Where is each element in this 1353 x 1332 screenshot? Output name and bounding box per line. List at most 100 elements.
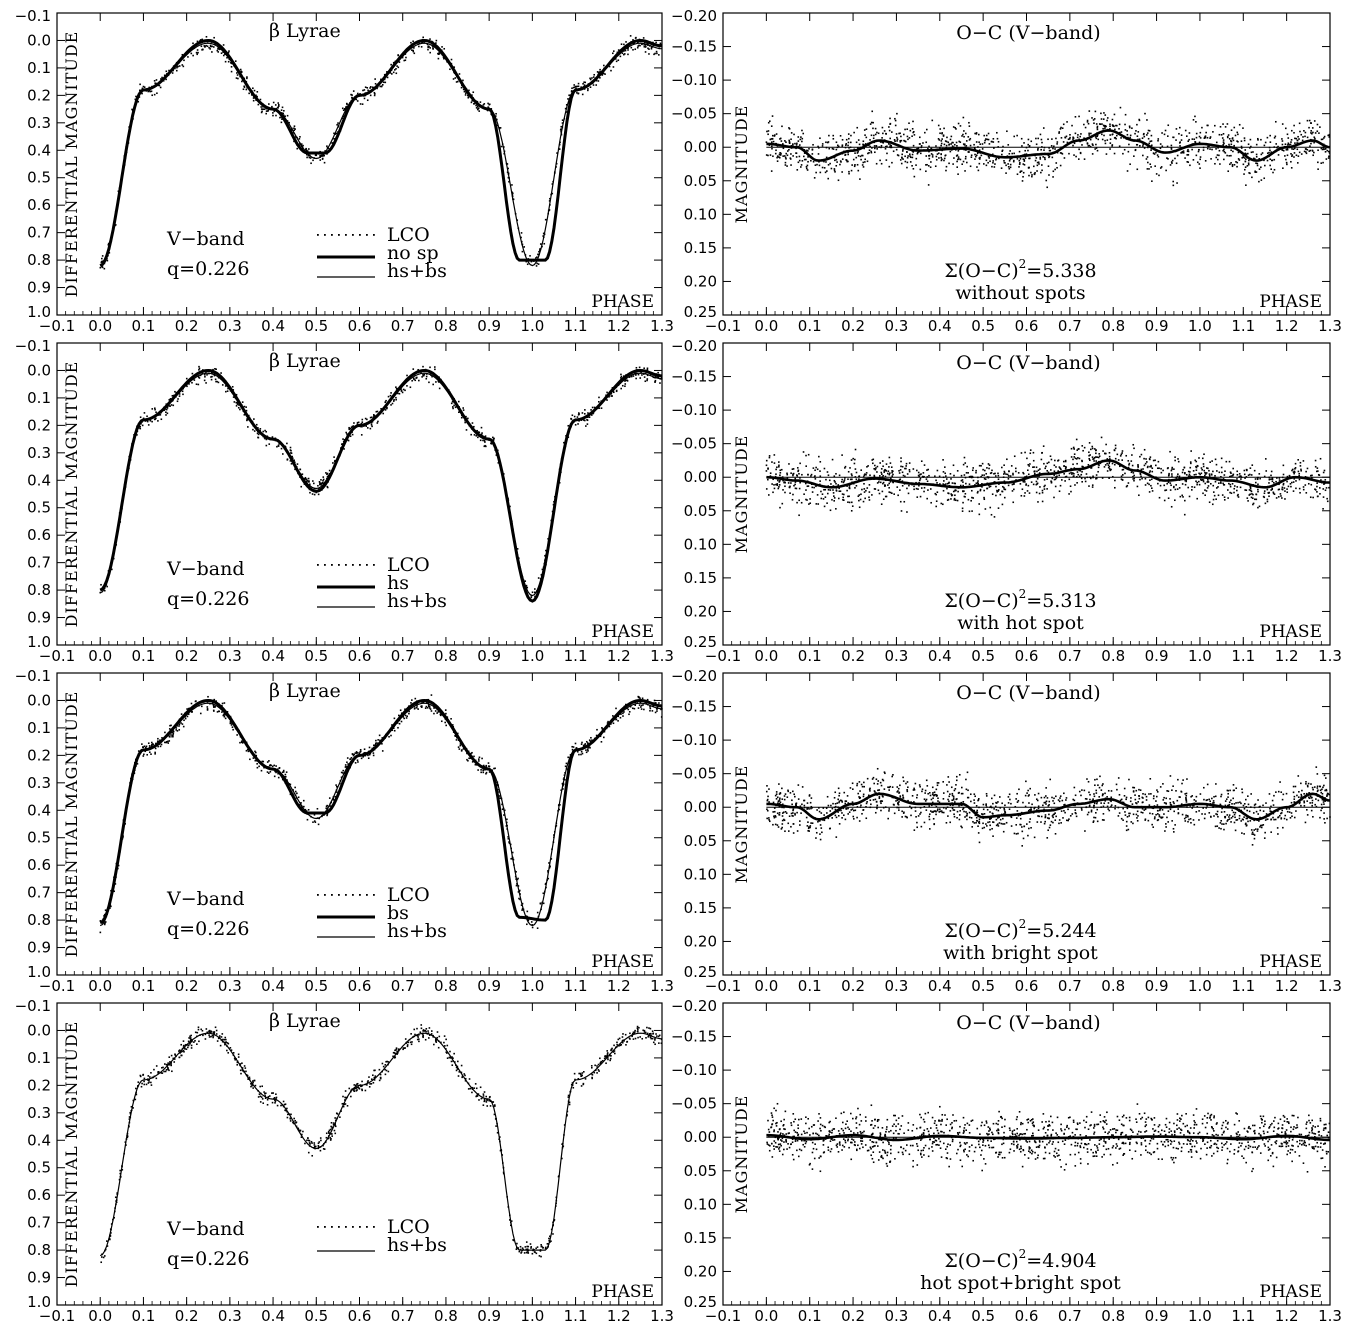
data-point: [939, 483, 941, 485]
data-point: [944, 154, 947, 157]
data-point: [1209, 461, 1211, 464]
data-point: [1126, 133, 1129, 136]
data-point: [240, 70, 242, 73]
data-point: [1223, 158, 1225, 161]
data-point: [962, 463, 965, 466]
data-point: [870, 121, 873, 124]
data-point: [386, 406, 388, 409]
data-point: [1157, 138, 1160, 140]
data-point: [205, 382, 207, 384]
data-point: [1181, 494, 1183, 497]
data-point: [896, 140, 898, 142]
data-point: [1073, 142, 1076, 145]
data-point: [333, 456, 335, 458]
data-point: [887, 484, 889, 486]
data-point: [964, 157, 967, 160]
data-point: [1281, 476, 1284, 479]
data-point: [1059, 484, 1062, 487]
data-point: [620, 373, 622, 376]
data-point: [1003, 486, 1005, 489]
data-point: [874, 133, 877, 136]
data-point: [987, 463, 990, 465]
data-point: [252, 87, 254, 90]
data-point: [640, 371, 642, 373]
data-point: [259, 98, 262, 101]
data-point: [779, 474, 781, 477]
data-point: [934, 165, 937, 168]
data-point: [460, 416, 463, 419]
data-point: [1236, 165, 1238, 168]
data-point: [632, 42, 635, 45]
data-point: [956, 166, 959, 168]
data-point: [765, 141, 768, 143]
data-point: [1088, 132, 1090, 135]
data-point: [916, 496, 919, 498]
data-point: [1218, 482, 1220, 484]
data-point: [417, 368, 419, 371]
data-point: [150, 90, 153, 93]
data-point: [363, 89, 366, 91]
data-point: [659, 382, 661, 384]
data-point: [1193, 473, 1196, 476]
data-point: [239, 68, 242, 71]
data-point: [767, 130, 770, 132]
data-point: [918, 136, 921, 139]
data-point: [1064, 460, 1067, 463]
data-point: [648, 53, 650, 55]
data-point: [1052, 170, 1055, 173]
data-point: [601, 74, 604, 76]
data-point: [536, 262, 538, 265]
data-point: [487, 102, 489, 105]
data-point: [943, 159, 945, 162]
data-point: [1202, 479, 1205, 481]
x-tick-label: 0.2: [841, 317, 865, 335]
data-point: [880, 471, 883, 474]
data-point: [1166, 135, 1169, 137]
data-point: [1003, 473, 1005, 475]
x-tick-label: 0.1: [798, 647, 822, 665]
data-point: [806, 149, 808, 152]
data-point: [906, 156, 909, 159]
data-point: [1053, 145, 1055, 148]
data-point: [779, 151, 781, 154]
data-point: [827, 164, 830, 166]
data-point: [413, 52, 416, 55]
data-point: [1020, 452, 1023, 454]
x-tick-label: 0.6: [348, 317, 372, 335]
data-point: [1181, 471, 1184, 474]
data-point: [584, 419, 586, 422]
data-point: [1268, 146, 1271, 149]
data-point: [1142, 154, 1144, 157]
data-point: [369, 427, 372, 430]
data-point: [1286, 133, 1289, 136]
data-point: [1208, 501, 1211, 504]
data-point: [821, 166, 824, 169]
data-point: [1167, 481, 1170, 484]
data-point: [1158, 496, 1161, 499]
data-point: [840, 480, 843, 483]
data-point: [1191, 486, 1193, 488]
data-point: [901, 484, 904, 487]
data-point: [1279, 493, 1282, 495]
data-point: [599, 68, 601, 71]
data-point: [904, 475, 906, 478]
data-point: [865, 489, 867, 492]
data-point: [308, 483, 311, 486]
data-point: [825, 146, 828, 149]
data-point: [866, 160, 869, 163]
data-point: [1290, 160, 1292, 163]
data-point: [1149, 163, 1152, 166]
data-point: [937, 124, 940, 127]
data-point: [429, 47, 431, 49]
data-point: [1323, 137, 1325, 139]
data-point: [798, 144, 801, 146]
data-point: [477, 436, 479, 439]
data-point: [1021, 180, 1024, 182]
y-tick-label: 0.7: [27, 224, 51, 242]
data-point: [201, 38, 204, 41]
data-point: [1061, 153, 1064, 155]
data-point: [591, 406, 594, 409]
data-point: [876, 131, 878, 134]
data-point: [571, 414, 574, 417]
data-point: [963, 130, 965, 132]
